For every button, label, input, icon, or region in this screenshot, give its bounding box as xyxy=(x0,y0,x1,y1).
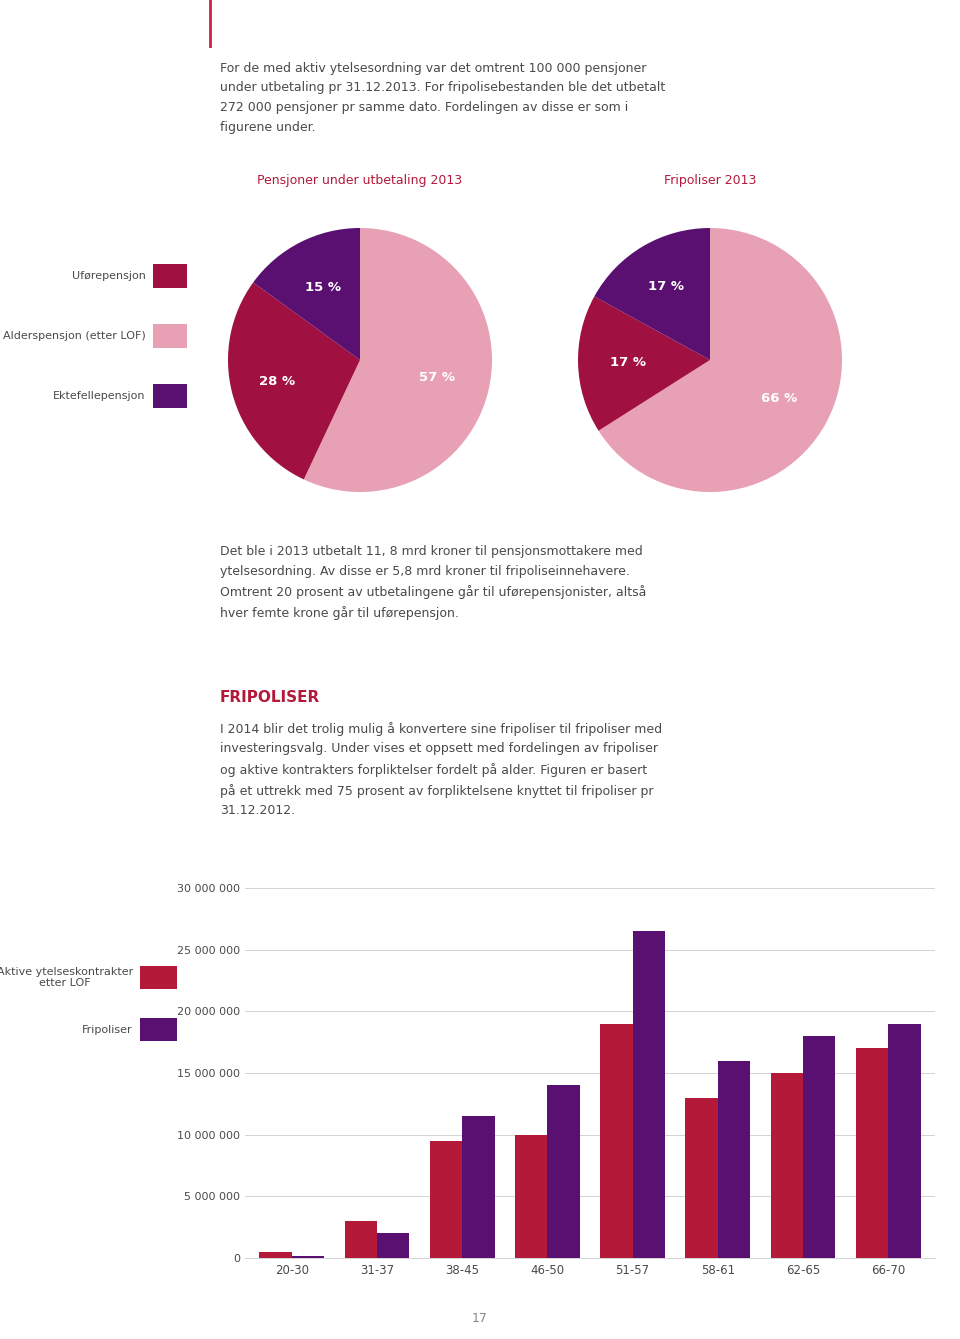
Bar xyxy=(345,1221,377,1259)
Text: 15 %: 15 % xyxy=(305,281,341,293)
Bar xyxy=(377,1233,409,1259)
Bar xyxy=(771,1073,803,1259)
Bar xyxy=(803,1036,835,1259)
Bar xyxy=(462,1117,494,1259)
Title: Fripoliser 2013: Fripoliser 2013 xyxy=(663,174,756,187)
Wedge shape xyxy=(303,228,492,491)
Text: 66 %: 66 % xyxy=(761,391,798,404)
Text: 17 %: 17 % xyxy=(611,356,646,370)
Wedge shape xyxy=(578,296,710,431)
Bar xyxy=(292,1256,324,1259)
Bar xyxy=(855,1048,888,1259)
Wedge shape xyxy=(253,228,360,360)
Wedge shape xyxy=(594,228,710,360)
Text: Ektefellepensjon: Ektefellepensjon xyxy=(54,391,146,400)
Bar xyxy=(154,324,186,348)
Bar xyxy=(430,1141,462,1259)
Text: KAPITTEL 8.1: KAPITTEL 8.1 xyxy=(15,17,108,31)
Bar xyxy=(515,1134,547,1259)
Wedge shape xyxy=(228,283,360,479)
Text: FRIPOLISER: FRIPOLISER xyxy=(220,691,321,706)
Bar xyxy=(685,1098,718,1259)
Text: YTELSESORDNINGER: YTELSESORDNINGER xyxy=(225,17,370,31)
Bar xyxy=(140,965,178,990)
Bar xyxy=(633,931,665,1259)
Bar xyxy=(154,264,186,288)
Bar xyxy=(888,1024,921,1259)
Text: I 2014 blir det trolig mulig å konvertere sine fripoliser til fripoliser med
inv: I 2014 blir det trolig mulig å konverter… xyxy=(220,722,662,817)
Text: 57 %: 57 % xyxy=(420,371,455,384)
Text: Det ble i 2013 utbetalt 11, 8 mrd kroner til pensjonsmottakere med
ytelsesordnin: Det ble i 2013 utbetalt 11, 8 mrd kroner… xyxy=(220,545,646,620)
Bar xyxy=(547,1086,580,1259)
Text: 17: 17 xyxy=(472,1312,488,1326)
Bar xyxy=(140,1018,178,1042)
Text: Alderspensjon (etter LOF): Alderspensjon (etter LOF) xyxy=(3,331,146,341)
Text: Uførepensjon: Uførepensjon xyxy=(72,270,146,281)
Text: Fripoliser: Fripoliser xyxy=(83,1024,132,1035)
Title: Pensjoner under utbetaling 2013: Pensjoner under utbetaling 2013 xyxy=(257,174,463,187)
Text: 28 %: 28 % xyxy=(259,375,295,388)
Text: For de med aktiv ytelsesordning var det omtrent 100 000 pensjoner
under utbetali: For de med aktiv ytelsesordning var det … xyxy=(220,62,665,134)
Bar xyxy=(259,1252,292,1259)
Bar xyxy=(154,384,186,408)
Bar xyxy=(600,1024,633,1259)
Bar xyxy=(718,1060,750,1259)
Wedge shape xyxy=(598,228,842,491)
Text: 17 %: 17 % xyxy=(648,280,684,293)
Text: Aktive ytelseskontrakter
etter LOF: Aktive ytelseskontrakter etter LOF xyxy=(0,967,132,988)
